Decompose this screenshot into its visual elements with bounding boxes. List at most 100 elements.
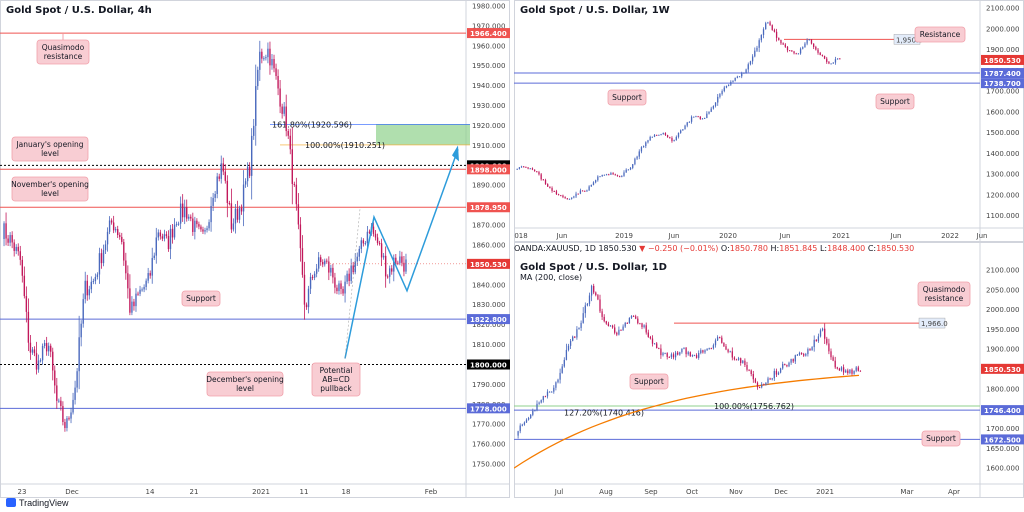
- y-tick-label: 1300.000: [986, 171, 1019, 179]
- candle-body: [834, 59, 837, 63]
- x-tick-label: Jun: [890, 232, 902, 240]
- candle-body: [372, 226, 375, 234]
- chart-1w-panel[interactable]: 2100.0002000.0001900.0001800.0001700.000…: [514, 0, 1024, 242]
- x-tick-label: Jun: [668, 232, 680, 240]
- candle-body: [261, 51, 263, 59]
- candle-body: [767, 378, 769, 383]
- candle-body: [94, 276, 97, 282]
- candle-body: [574, 336, 576, 338]
- ohlc-part: OANDA:XAUUSD, 1D: [514, 244, 598, 253]
- callout-support-text: Support: [926, 434, 956, 443]
- candle-body: [737, 358, 740, 360]
- candle-body: [839, 58, 841, 60]
- candle-body: [155, 237, 157, 256]
- candle-body: [603, 316, 605, 322]
- candle-body: [821, 328, 824, 331]
- candle-body: [104, 244, 107, 251]
- candle-body: [33, 349, 36, 354]
- candle-body: [714, 102, 717, 107]
- x-tick-label: 2021: [816, 488, 834, 496]
- candle-body: [45, 342, 48, 352]
- candle-body: [560, 195, 562, 197]
- chart-1d-svg[interactable]: 2100.000 2050.000 2000.000 1950.000 1900.000…: [514, 242, 1024, 498]
- candle-body: [184, 207, 186, 218]
- level-price-tag-bg: [981, 78, 1024, 89]
- candle-body: [275, 68, 277, 76]
- candle-body: [117, 229, 119, 236]
- candle-body: [555, 191, 558, 195]
- candle-body: [680, 130, 682, 133]
- chart-4h-svg[interactable]: 1980.000 1970.000 1960.000 1950.000 1940.000…: [0, 0, 510, 498]
- tradingview-logo[interactable]: TradingView: [6, 498, 69, 508]
- candle-body: [47, 345, 50, 352]
- candle-body: [618, 329, 620, 335]
- candle-body: [656, 343, 658, 349]
- candle-body: [784, 364, 786, 366]
- indicator-label: MA (200, close): [520, 273, 582, 282]
- chart-4h-panel[interactable]: 1980.000 1970.000 1960.000 1950.000 1940.000…: [0, 0, 510, 498]
- y-tick-label: 1760.000: [472, 441, 505, 449]
- candle-body: [810, 39, 813, 44]
- candle-body: [695, 116, 697, 118]
- candle-body: [629, 167, 632, 170]
- y-tick-label: 1800.000: [986, 385, 1019, 393]
- candle-body: [568, 198, 571, 200]
- candle-body: [780, 39, 782, 44]
- candle-body: [393, 257, 395, 272]
- candle-body: [133, 301, 135, 307]
- candle-body: [635, 316, 637, 319]
- candle-body: [64, 422, 66, 429]
- candle-body: [177, 223, 180, 225]
- callout-abcd-box: [311, 362, 361, 397]
- chart-1d-panel[interactable]: 2100.000 2050.000 2000.000 1950.000 1900.000…: [514, 242, 1024, 498]
- candle-body: [621, 175, 623, 177]
- candle-body: [86, 280, 88, 296]
- candle-body: [559, 372, 561, 380]
- candle-body: [769, 22, 771, 26]
- candle-body: [603, 174, 606, 176]
- candle-body: [84, 280, 86, 300]
- candle-body: [628, 317, 631, 324]
- chart-1w-svg[interactable]: 2100.0002000.0001900.0001800.0001700.000…: [514, 0, 1024, 242]
- candle-body: [25, 296, 28, 312]
- candle-body: [666, 135, 669, 138]
- fib-label: 100.00%(1756.762): [714, 402, 794, 411]
- candle-body: [322, 262, 324, 265]
- x-tick-label: Apr: [948, 488, 960, 496]
- candle-body: [740, 358, 742, 363]
- candle-body: [70, 412, 72, 419]
- candle-body: [313, 273, 316, 278]
- x-tick-label: 21: [190, 488, 199, 496]
- candle-body: [108, 220, 111, 232]
- candle-body: [557, 379, 559, 383]
- candle-body: [376, 237, 379, 243]
- candle-body: [830, 63, 832, 65]
- candle-body: [684, 125, 686, 130]
- level-price-tag: 1878.950: [470, 204, 507, 212]
- candle-body: [734, 77, 736, 81]
- candle-body: [775, 31, 778, 38]
- candle-body: [832, 357, 834, 361]
- candle-body: [285, 106, 287, 132]
- candle-body: [232, 223, 235, 230]
- candle-body: [641, 323, 643, 328]
- candle-body: [88, 289, 90, 296]
- y-tick-label: 1950.000: [986, 326, 1019, 334]
- candle-body: [638, 151, 640, 157]
- chart-title: Gold Spot / U.S. Dollar, 4h: [6, 5, 152, 16]
- candle-body: [592, 182, 595, 185]
- candle-body: [672, 354, 675, 358]
- candle-body: [214, 193, 216, 198]
- candle-body: [50, 345, 52, 352]
- candle-body: [342, 288, 344, 294]
- candle-body: [123, 241, 125, 261]
- x-tick-label: 2022: [941, 232, 959, 240]
- candle-body: [212, 197, 214, 206]
- level-price-tag-bg: [981, 68, 1024, 79]
- candle-body: [3, 223, 5, 240]
- y-tick-label: 2000.000: [986, 25, 1019, 33]
- candle-body: [725, 346, 727, 350]
- level-price-tag-bg: [467, 403, 510, 414]
- footer-brand: TradingView: [19, 498, 69, 508]
- y-tick-label: 2100.000: [986, 5, 1019, 13]
